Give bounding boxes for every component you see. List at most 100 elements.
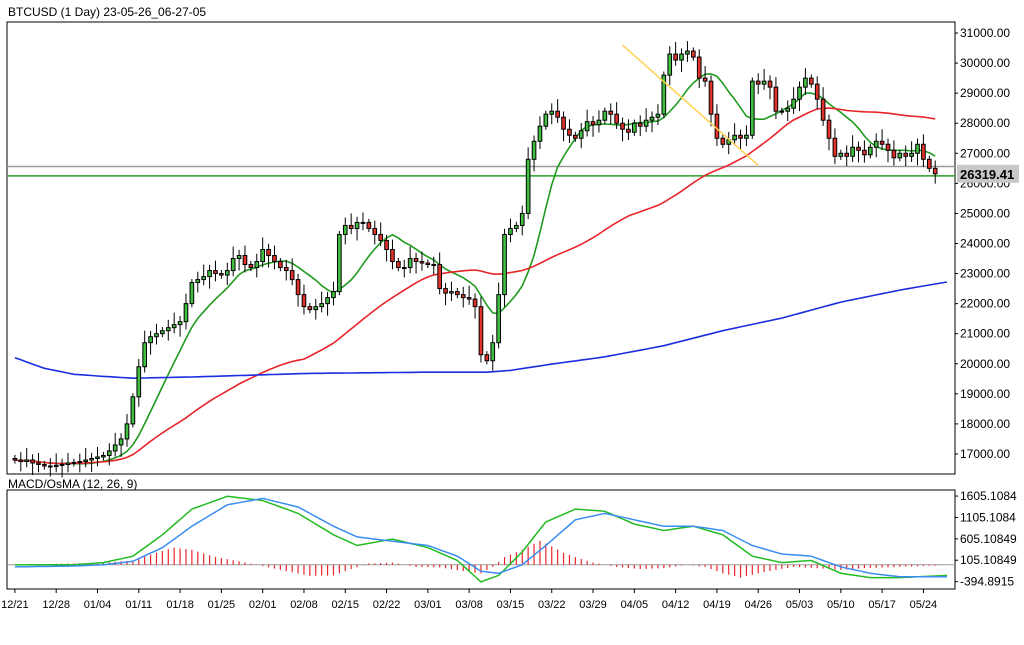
candle <box>673 42 678 66</box>
candle-body <box>850 146 855 157</box>
candle <box>136 358 142 407</box>
candle-body <box>744 134 749 139</box>
candle-body <box>496 294 501 344</box>
candle-body <box>814 83 820 100</box>
candle <box>360 212 366 231</box>
candle-body <box>832 137 838 157</box>
price-axis-label: 22000.00 <box>960 297 1010 311</box>
candle <box>160 327 165 338</box>
candle-body <box>337 233 342 293</box>
candle <box>413 252 419 274</box>
candle <box>219 269 224 279</box>
candle <box>337 230 342 296</box>
candle <box>396 257 401 272</box>
candle <box>118 433 124 457</box>
candle-body <box>236 255 242 260</box>
candle <box>65 453 71 473</box>
candle <box>773 77 779 120</box>
candle <box>667 46 673 86</box>
moving-average-line <box>14 281 948 380</box>
candle-body <box>785 107 791 112</box>
candle <box>620 117 625 142</box>
price-axis-label: 19000.00 <box>960 387 1010 401</box>
candle <box>478 296 484 363</box>
candle <box>47 458 53 477</box>
candle <box>584 109 590 137</box>
candle <box>183 293 189 330</box>
candle-body <box>531 140 537 160</box>
candle-body <box>820 98 826 121</box>
candle-body <box>466 297 472 300</box>
candle-body <box>378 233 383 241</box>
date-axis-label: 02/08 <box>290 599 318 611</box>
candle-body <box>112 444 118 452</box>
candle <box>77 453 83 473</box>
candle-body <box>596 119 602 126</box>
candle <box>236 249 242 271</box>
candle-body <box>885 143 891 151</box>
candle-body <box>519 212 525 226</box>
candle-body <box>472 298 478 308</box>
candle <box>390 239 395 270</box>
current-price-tag <box>957 164 1019 183</box>
date-axis-label: 01/18 <box>166 599 194 611</box>
price-panel-frame <box>6 21 956 475</box>
date-axis-label: 02/15 <box>331 599 359 611</box>
candle <box>278 257 283 272</box>
candle <box>602 107 608 124</box>
candle <box>213 260 218 282</box>
candle-body <box>490 342 496 362</box>
date-axis-label: 02/22 <box>373 599 401 611</box>
candle-body <box>165 327 171 332</box>
candle <box>537 116 543 150</box>
candle-body <box>195 279 201 284</box>
candle-body <box>443 288 448 294</box>
candle <box>171 312 177 334</box>
candle-body <box>319 303 324 308</box>
candle <box>590 116 596 137</box>
price-axis-label: 21000.00 <box>960 327 1010 341</box>
candle-body <box>177 321 183 326</box>
macd-title: MACD/OsMA (12, 26, 9) <box>8 477 137 491</box>
candle-body <box>637 122 643 127</box>
candle <box>295 273 301 307</box>
candle-body <box>685 50 690 55</box>
candle-body <box>301 294 307 308</box>
candle <box>260 237 266 268</box>
candle-body <box>761 80 767 85</box>
candle <box>732 123 737 146</box>
candle-body <box>779 110 785 113</box>
candle-body <box>53 464 59 468</box>
candle-body <box>738 134 743 139</box>
candle <box>573 131 578 142</box>
candle <box>325 291 330 316</box>
date-axis-label: 04/12 <box>662 599 690 611</box>
candle-body <box>201 276 207 281</box>
candle-body <box>909 152 914 157</box>
candle <box>738 129 743 151</box>
date-axis-label: 03/15 <box>497 599 525 611</box>
candle <box>632 119 637 136</box>
candle-body <box>342 224 348 235</box>
candle <box>856 141 861 163</box>
candle-body <box>514 224 519 229</box>
candle-body <box>372 227 378 235</box>
candle-body <box>154 333 159 338</box>
candle <box>767 75 773 100</box>
candle <box>431 256 437 275</box>
candle-body <box>272 255 277 263</box>
candle-body <box>555 110 560 118</box>
candle <box>59 458 65 478</box>
candle-body <box>679 53 684 61</box>
candle-body <box>59 463 65 466</box>
candle <box>708 75 714 127</box>
candle <box>201 264 207 286</box>
candle-body <box>649 116 655 121</box>
candle-body <box>130 396 136 425</box>
candle-body <box>419 261 425 264</box>
candle-body <box>189 282 195 305</box>
candle-body <box>690 50 696 58</box>
candle-body <box>307 306 313 311</box>
candle <box>319 291 324 313</box>
date-axis-label: 04/26 <box>744 599 772 611</box>
